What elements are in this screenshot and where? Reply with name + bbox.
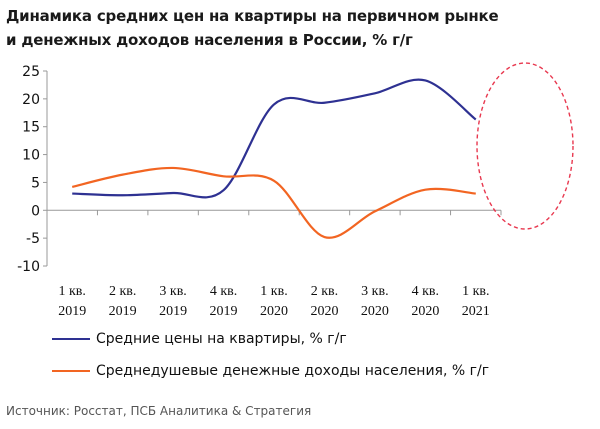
series-line-0	[72, 78, 477, 199]
series-line-1	[71, 166, 476, 239]
x-tick-label: 2021	[462, 304, 490, 319]
x-tick-label: 4 кв.	[412, 284, 439, 299]
source-note: Источник: Росстат, ПСБ Аналитика & Страт…	[6, 404, 312, 418]
x-tick-label: 1 кв.	[462, 284, 489, 299]
x-tick-label: 1 кв.	[260, 284, 287, 299]
legend-label-prices: Средние цены на квартиры, % г/г	[96, 331, 347, 347]
x-tick-label: 1 кв.	[59, 284, 86, 299]
x-tick-label: 4 кв.	[210, 284, 237, 299]
legend-swatch-incomes	[52, 370, 90, 372]
x-tick-label: 2 кв.	[109, 284, 136, 299]
x-tick-label: 2 кв.	[311, 284, 338, 299]
legend-item-incomes: Среднедушевые денежные доходы населения,…	[52, 363, 489, 379]
x-tick-label: 2019	[58, 304, 86, 319]
x-tick-label: 3 кв.	[361, 284, 388, 299]
x-tick-label: 2019	[109, 304, 137, 319]
y-tick-label: -5	[26, 231, 40, 247]
x-tick-label: 3 кв.	[159, 284, 186, 299]
line-chart: 25 20 15 10 5 0 -5 -10 1 кв. 2019 2 кв. 2019 3 кв. 20…	[17, 62, 574, 319]
x-tick-label: 2020	[310, 304, 338, 319]
highlight-ellipse	[476, 62, 574, 230]
x-tick-label: 2020	[361, 304, 389, 319]
y-tick-label: 5	[31, 175, 40, 191]
y-tick-label: 10	[22, 148, 40, 164]
x-tick-label: 2020	[411, 304, 439, 319]
legend-swatch-prices	[52, 338, 90, 340]
chart-title: Динамика средних цен на квартиры на перв…	[6, 4, 499, 52]
y-tick-label: 20	[22, 92, 40, 108]
title-line-2: и денежных доходов населения в России, %…	[6, 31, 413, 49]
title-line-1: Динамика средних цен на квартиры на перв…	[6, 7, 499, 25]
y-tick-label: 15	[22, 120, 40, 136]
y-tick-label: 25	[22, 64, 40, 80]
x-tick-label: 2020	[260, 304, 288, 319]
y-tick-label: -10	[17, 259, 40, 275]
x-tick-label: 2019	[210, 304, 238, 319]
legend-label-incomes: Среднедушевые денежные доходы населения,…	[96, 363, 490, 379]
x-tick-label: 2019	[159, 304, 187, 319]
y-tick-label: 0	[31, 203, 40, 219]
legend-item-prices: Средние цены на квартиры, % г/г	[52, 331, 347, 347]
